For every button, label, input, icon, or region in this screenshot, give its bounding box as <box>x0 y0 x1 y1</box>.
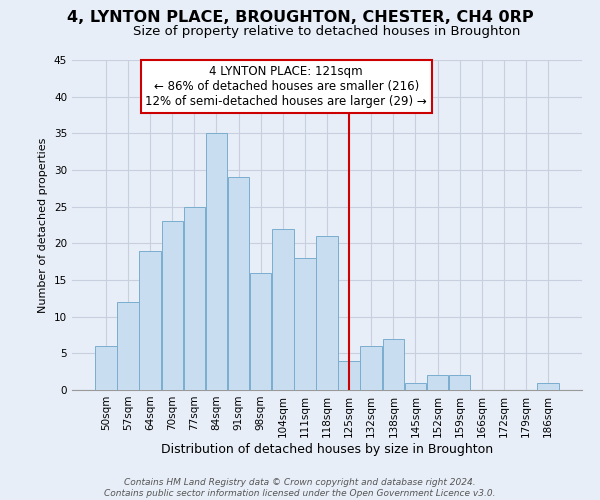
Text: Contains HM Land Registry data © Crown copyright and database right 2024.
Contai: Contains HM Land Registry data © Crown c… <box>104 478 496 498</box>
Bar <box>405 382 426 390</box>
Bar <box>449 376 470 390</box>
Bar <box>95 346 116 390</box>
Bar <box>117 302 139 390</box>
Bar <box>206 134 227 390</box>
Bar <box>139 250 161 390</box>
X-axis label: Distribution of detached houses by size in Broughton: Distribution of detached houses by size … <box>161 442 493 456</box>
Bar <box>184 206 205 390</box>
Bar <box>272 228 293 390</box>
Bar <box>427 376 448 390</box>
Bar <box>250 272 271 390</box>
Bar <box>228 178 249 390</box>
Bar <box>338 360 360 390</box>
Bar <box>161 222 183 390</box>
Bar <box>316 236 338 390</box>
Bar <box>361 346 382 390</box>
Bar <box>294 258 316 390</box>
Text: 4, LYNTON PLACE, BROUGHTON, CHESTER, CH4 0RP: 4, LYNTON PLACE, BROUGHTON, CHESTER, CH4… <box>67 10 533 25</box>
Title: Size of property relative to detached houses in Broughton: Size of property relative to detached ho… <box>133 25 521 38</box>
Bar <box>538 382 559 390</box>
Text: 4 LYNTON PLACE: 121sqm
← 86% of detached houses are smaller (216)
12% of semi-de: 4 LYNTON PLACE: 121sqm ← 86% of detached… <box>145 65 427 108</box>
Y-axis label: Number of detached properties: Number of detached properties <box>38 138 49 312</box>
Bar <box>383 338 404 390</box>
